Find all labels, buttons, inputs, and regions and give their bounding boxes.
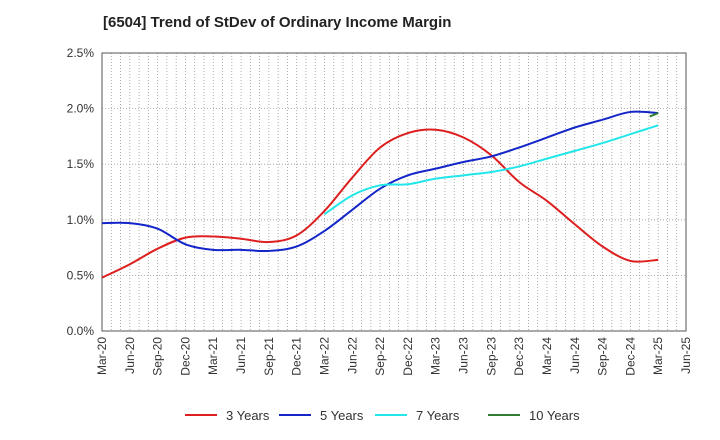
legend-swatch — [488, 414, 520, 416]
x-tick-label: Mar-22 — [317, 337, 331, 375]
series-layer — [101, 110, 659, 279]
x-tick-label: Mar-20 — [95, 337, 109, 375]
legend-item-5-years: 5 Years — [279, 404, 363, 426]
x-tick-label: Sep-23 — [484, 337, 498, 376]
x-tick-label: Jun-23 — [457, 337, 471, 374]
x-tick-label: Dec-23 — [512, 337, 526, 376]
x-tick-label: Dec-20 — [178, 337, 192, 376]
y-tick-label: 0.0% — [67, 324, 95, 338]
chart-area: 0.0% 0.5% 1.0% 1.5% 2.0% 2.5% Mar-20 Jun-20 Sep… — [67, 46, 693, 376]
x-tick-label: Jun-22 — [345, 337, 359, 374]
series-line-7-years — [323, 124, 659, 216]
x-tick-label: Sep-22 — [373, 337, 387, 376]
x-tick-label: Dec-24 — [623, 337, 637, 376]
legend-label: 10 Years — [529, 407, 580, 423]
legend-swatch — [185, 414, 217, 416]
y-tick-label: 2.5% — [67, 46, 95, 60]
x-tick-label: Mar-24 — [540, 337, 554, 375]
y-tick-labels: 0.0% 0.5% 1.0% 1.5% 2.0% 2.5% — [67, 46, 95, 338]
plot-border — [101, 52, 687, 332]
y-tick-label: 1.0% — [67, 213, 95, 227]
series-line-5-years — [101, 110, 659, 253]
series-line-10-years — [649, 112, 659, 118]
x-tick-label: Dec-22 — [401, 337, 415, 376]
legend-swatch — [375, 414, 407, 416]
x-tick-label: Sep-21 — [262, 337, 276, 376]
x-tick-label: Jun-24 — [568, 337, 582, 374]
x-tick-label: Jun-21 — [234, 337, 248, 374]
legend: 3 Years 5 Years 7 Years 10 Years — [0, 404, 720, 426]
axes-layer — [101, 52, 687, 332]
x-tick-label: Dec-21 — [290, 337, 304, 376]
legend-label: 5 Years — [320, 407, 364, 423]
legend-swatch — [279, 414, 311, 416]
legend-label: 7 Years — [416, 407, 460, 423]
x-tick-label: Mar-23 — [429, 337, 443, 375]
legend-item-3-years: 3 Years — [185, 404, 269, 426]
x-tick-label: Jun-25 — [679, 337, 693, 374]
x-tick-labels: Mar-20 Jun-20 Sep-20 Dec-20 Mar-21 Jun-21 Sep-… — [95, 337, 693, 376]
y-tick-label: 2.0% — [67, 102, 95, 116]
x-tick-label: Mar-25 — [651, 337, 665, 375]
grid-layer — [102, 53, 686, 331]
chart-title: [6504] Trend of StDev of Ordinary Income… — [103, 14, 452, 31]
legend-item-7-years: 7 Years — [375, 404, 459, 426]
x-tick-label: Jun-20 — [123, 337, 137, 374]
x-tick-label: Mar-21 — [206, 337, 220, 375]
x-tick-label: Sep-20 — [151, 337, 165, 376]
legend-item-10-years: 10 Years — [488, 404, 580, 426]
series-line-3-years — [101, 128, 659, 279]
legend-label: 3 Years — [226, 407, 270, 423]
y-tick-label: 1.5% — [67, 157, 95, 171]
x-tick-label: Sep-24 — [596, 337, 610, 376]
y-tick-label: 0.5% — [67, 268, 95, 282]
